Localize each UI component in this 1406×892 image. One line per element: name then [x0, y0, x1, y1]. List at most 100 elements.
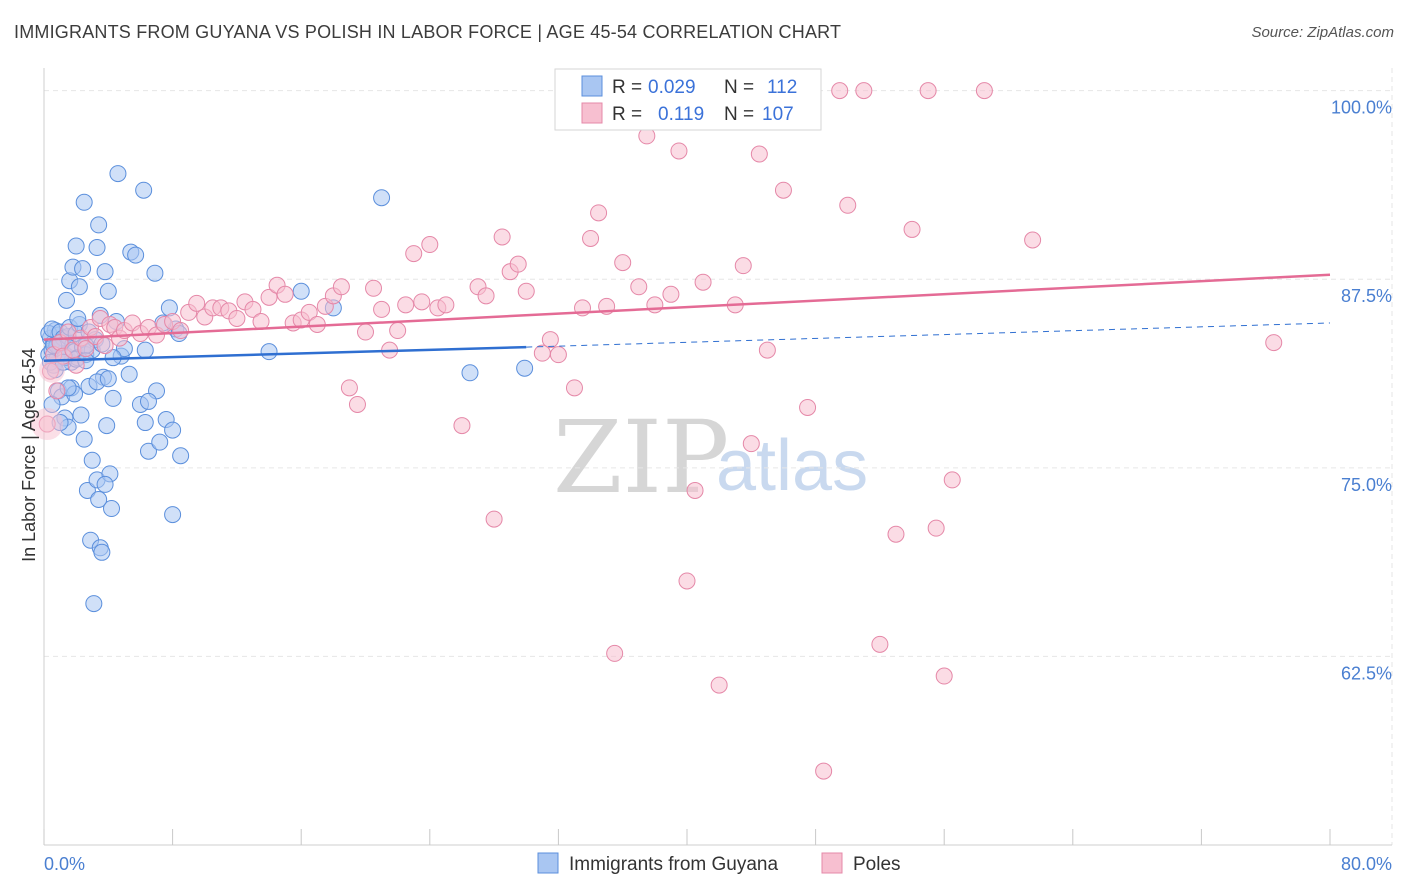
trend-line-guyana-extension	[526, 322, 1331, 348]
poles-point-90	[734, 257, 752, 275]
poles-point-66	[517, 282, 535, 300]
poles-point-70	[565, 379, 583, 397]
poles-point-55	[413, 293, 431, 311]
poles-point-80	[646, 296, 664, 314]
poles-point-45	[332, 278, 350, 296]
y-tick-label-3: 100.0%	[1331, 98, 1392, 118]
poles-point-104	[919, 82, 937, 100]
poles-point-69	[549, 346, 567, 364]
poles-point-108	[975, 82, 993, 100]
poles-point-52	[389, 322, 407, 340]
legend-label-poles: Poles	[853, 854, 901, 875]
guyana-point-58	[88, 239, 106, 257]
guyana-point-65	[135, 181, 153, 199]
y-tick-label-1: 75.0%	[1341, 475, 1392, 495]
guyana-point-83	[103, 500, 121, 518]
poles-point-41	[300, 303, 318, 321]
stat-r-value-guyana: 0.029	[648, 77, 696, 98]
legend-label-guyana: Immigrants from Guyana	[569, 854, 778, 875]
poles-point-87	[710, 676, 728, 694]
poles-point-85	[686, 481, 704, 499]
y-tick-label-2: 87.5%	[1341, 286, 1392, 306]
guyana-point-89	[136, 341, 154, 359]
poles-point-58	[437, 296, 455, 314]
stat-r-label-poles: R =	[612, 104, 642, 125]
guyana-point-40	[78, 481, 96, 499]
poles-point-105	[927, 519, 945, 537]
tick-labels: 62.5% 75.0% 87.5% 100.0% 0.0% 80.0%	[44, 98, 1392, 874]
guyana-point-57	[90, 216, 108, 234]
poles-point-86	[694, 273, 712, 291]
stat-n-value-poles: 107	[762, 104, 794, 125]
stat-n-label-poles: N =	[724, 104, 754, 125]
stat-n-value-guyana: 112	[767, 77, 797, 98]
poles-point-10	[77, 340, 95, 358]
poles-cluster-0	[31, 408, 64, 441]
poles-point-54	[405, 245, 423, 263]
guyana-point-87	[90, 490, 108, 508]
guyana-point-106	[260, 343, 278, 361]
guyana-point-46	[98, 417, 116, 435]
stats-legend: R = 0.029 N = 112 R = 0.119 N = 107	[554, 68, 822, 131]
trend-line-poles	[43, 273, 1331, 341]
x-tick-label-0: 0.0%	[44, 854, 85, 874]
guyana-point-59	[96, 263, 114, 281]
watermark-zip: ZIP	[553, 399, 729, 516]
guyana-point-109	[373, 189, 391, 207]
poles-point-110	[1265, 334, 1283, 352]
poles-point-59	[453, 417, 471, 435]
trend-lines	[43, 273, 1331, 362]
guyana-point-56	[75, 193, 93, 211]
legend-swatch-guyana	[537, 852, 559, 874]
axes	[43, 68, 1392, 846]
guyana-point-70	[69, 309, 87, 327]
poles-point-35	[252, 312, 270, 330]
poles-point-92	[750, 145, 768, 163]
poles-point-53	[397, 296, 415, 314]
poles-point-61	[477, 287, 495, 305]
guyana-point-38	[72, 406, 90, 424]
poles-point-25	[172, 322, 190, 340]
series-guyana-points	[40, 165, 534, 613]
guyana-point-82	[164, 506, 182, 524]
guyana-point-93	[139, 392, 157, 410]
guyana-point-80	[164, 421, 182, 439]
poles-point-96	[799, 398, 817, 416]
guyana-point-76	[139, 442, 157, 460]
poles-point-94	[774, 181, 792, 199]
guyana-point-55	[74, 260, 92, 278]
poles-point-47	[348, 395, 366, 413]
x-tick-label-1: 80.0%	[1341, 854, 1392, 874]
poles-point-34	[244, 300, 262, 318]
poles-cluster-1	[39, 356, 66, 383]
y-axis-label: In Labor Force | Age 45-54	[19, 348, 39, 562]
poles-point-106	[935, 667, 953, 685]
guyana-point-99	[99, 370, 117, 388]
stat-r-label-guyana: R =	[612, 77, 642, 98]
guyana-point-84	[93, 543, 111, 561]
poles-point-101	[871, 635, 889, 653]
poles-point-38	[276, 285, 294, 303]
guyana-point-64	[127, 246, 145, 264]
guyana-point-107	[292, 282, 310, 300]
guyana-point-81	[172, 447, 190, 465]
poles-point-78	[630, 278, 648, 296]
poles-point-107	[943, 471, 961, 489]
grid-lines	[44, 68, 1393, 845]
guyana-point-111	[516, 359, 534, 377]
guyana-point-48	[104, 389, 122, 407]
stats-swatch-poles	[581, 102, 603, 124]
poles-point-56	[421, 236, 439, 254]
source-credit: Source: ZipAtlas.com	[1251, 24, 1394, 41]
guyana-point-85	[83, 451, 101, 469]
guyana-point-62	[109, 165, 127, 183]
poles-point-109	[1024, 231, 1042, 249]
stat-n-label-guyana: N =	[724, 77, 754, 98]
y-tick-label-0: 62.5%	[1341, 663, 1392, 683]
stat-r-value-poles: 0.119	[658, 104, 704, 125]
poles-point-83	[670, 142, 688, 160]
guyana-point-61	[99, 282, 117, 300]
legend-swatch-poles	[821, 852, 843, 874]
poles-point-100	[855, 82, 873, 100]
poles-point-103	[903, 220, 921, 238]
